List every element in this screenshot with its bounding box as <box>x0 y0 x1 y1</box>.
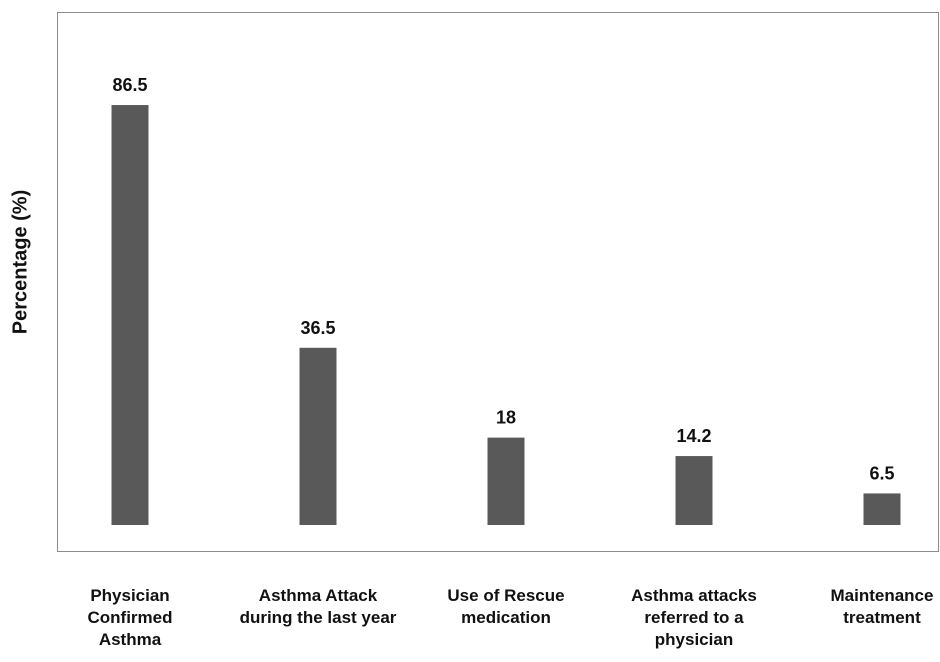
category-label-1: Asthma Attack during the last year <box>239 586 397 627</box>
bar-4 <box>863 493 901 525</box>
category-label-2: Use of Rescue medication <box>447 586 565 627</box>
bar-value-label-3: 14.2 <box>676 426 711 446</box>
bar-1 <box>299 347 337 525</box>
category-label-4: Maintenance treatment <box>830 586 934 627</box>
bar-value-label-4: 6.5 <box>869 463 894 483</box>
bar-value-label-1: 36.5 <box>300 318 335 338</box>
category-label-0: Physician Confirmed Asthma <box>87 586 173 649</box>
bar-0 <box>111 105 149 525</box>
bar-2 <box>487 437 525 525</box>
bar-value-label-0: 86.5 <box>112 75 147 95</box>
category-label-3: Asthma attacks referred to a physician <box>631 586 757 649</box>
bar-3 <box>675 456 713 525</box>
bar-value-label-2: 18 <box>496 408 516 428</box>
